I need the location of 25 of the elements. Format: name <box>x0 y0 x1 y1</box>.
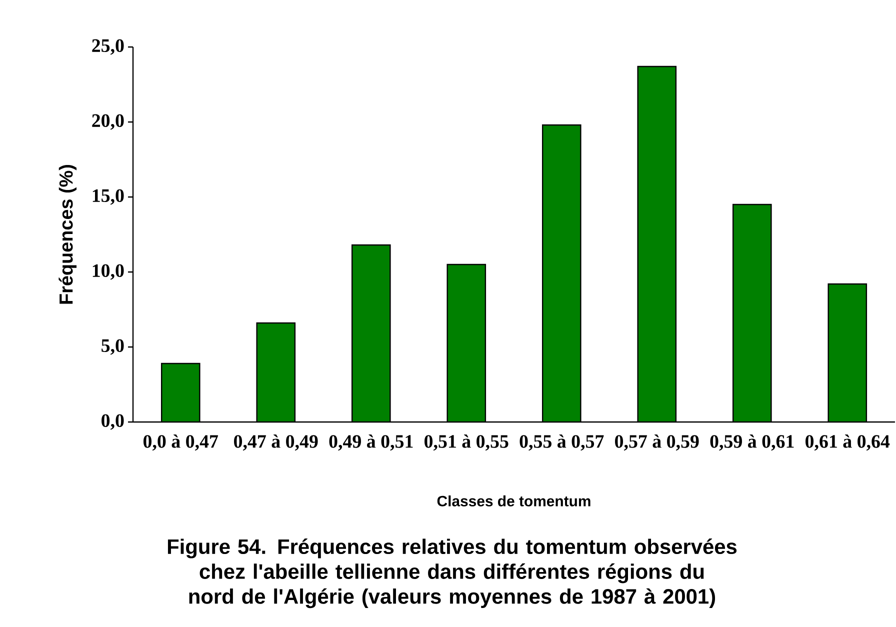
bar <box>638 66 676 422</box>
bar <box>352 244 390 422</box>
bar <box>256 322 295 422</box>
x-tick-label: 0,61 à 0,64 <box>806 434 890 451</box>
x-tick-label: 0,55 à 0,57 <box>520 434 604 451</box>
bar <box>828 283 868 422</box>
y-tick-label: 0,0 <box>102 414 124 430</box>
bar <box>733 204 772 422</box>
x-tick-label: 0,51 à 0,55 <box>424 434 508 451</box>
bar <box>447 264 486 422</box>
y-tick-label: 10,0 <box>92 264 124 280</box>
x-tick-label: 0,59 à 0,61 <box>710 434 794 451</box>
x-tick-label: 0,47 à 0,49 <box>234 434 318 451</box>
y-axis-title: Fréquences (%) <box>58 164 77 304</box>
y-tick-label: 25,0 <box>92 39 124 55</box>
bar <box>162 363 200 422</box>
text: Figure 54. Fréquences relatives du tomentum observées chez l'abeille tellienne dans différentes régions du nord de l'Algérie (valeurs moyennes de 1987 à 2001) <box>168 538 737 608</box>
x-tick-label: 0,57 à 0,59 <box>615 434 699 451</box>
y-tick-label: 5,0 <box>102 339 124 355</box>
x-tick-label: 0,0 à 0,47 <box>143 434 218 451</box>
x-axis-title: Classes de tomentum <box>437 495 590 506</box>
bar <box>542 124 581 422</box>
y-tick-label: 15,0 <box>92 189 124 205</box>
x-tick-label: 0,49 à 0,51 <box>329 434 413 451</box>
y-tick-label: 20,0 <box>92 114 124 130</box>
